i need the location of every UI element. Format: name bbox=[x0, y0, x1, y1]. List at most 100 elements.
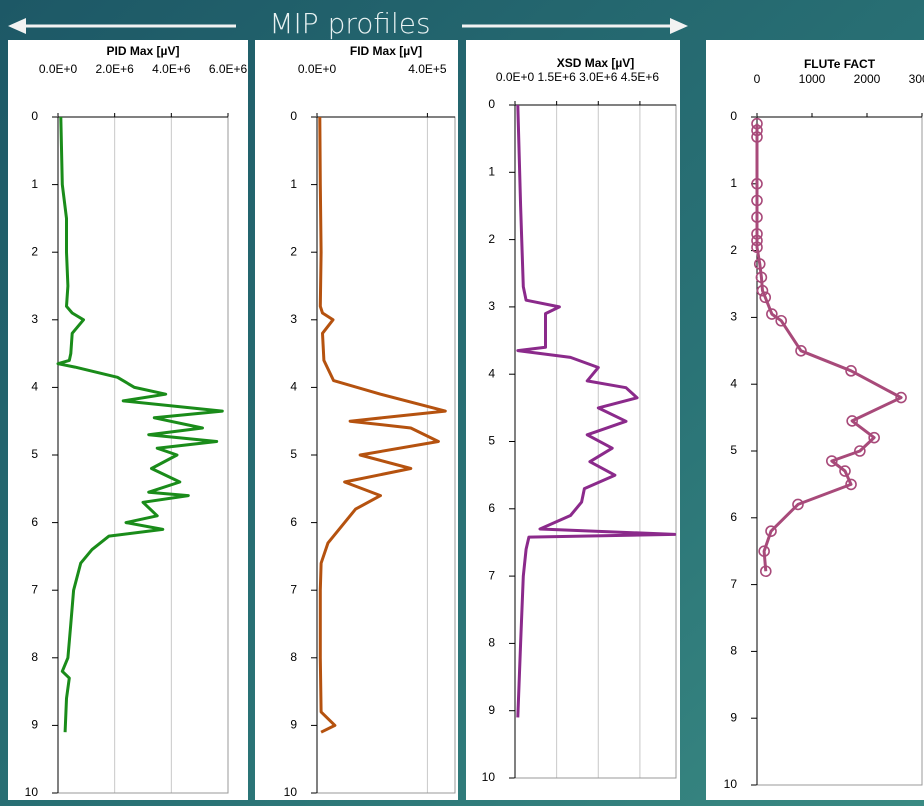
y-tick-label: 0 bbox=[31, 109, 38, 123]
y-tick-label: 2 bbox=[488, 232, 495, 246]
y-tick-label: 0 bbox=[290, 109, 297, 123]
chart-title: FLUTe FACT bbox=[804, 57, 876, 71]
y-tick-label: 7 bbox=[730, 577, 737, 591]
y-tick-label: 9 bbox=[730, 710, 737, 724]
data-point bbox=[751, 234, 763, 247]
data-point bbox=[751, 228, 763, 240]
y-tick-label: 0 bbox=[730, 109, 737, 123]
data-point bbox=[868, 431, 880, 444]
y-tick-label: 8 bbox=[31, 650, 38, 664]
chart-panel: FID Max [µV] 0.0E+0 4.0E+5 0 1 2 3 4 5 6 7 8 9 10 bbox=[255, 40, 458, 800]
data-point bbox=[753, 258, 766, 270]
y-tick-label: 4 bbox=[290, 380, 297, 394]
y-tick-label: 10 bbox=[482, 770, 496, 784]
data-point bbox=[756, 284, 769, 297]
x-tick-label: 4.5E+6 bbox=[621, 70, 660, 84]
data-point bbox=[839, 465, 851, 477]
y-tick-label: 1 bbox=[730, 176, 737, 190]
y-tick-label: 5 bbox=[31, 447, 38, 461]
data-point bbox=[751, 241, 763, 254]
y-tick-label: 8 bbox=[488, 636, 495, 650]
x-tick-label: 1000 bbox=[799, 72, 826, 86]
y-tick-label: 1 bbox=[488, 164, 495, 178]
data-point bbox=[792, 498, 804, 511]
y-tick-label: 4 bbox=[488, 366, 495, 380]
x-tick-label: 4.0E+5 bbox=[408, 62, 447, 76]
y-tick-label: 0 bbox=[488, 97, 495, 111]
data-point bbox=[751, 124, 763, 137]
y-tick-label: 3 bbox=[488, 299, 495, 313]
y-tick-label: 5 bbox=[730, 443, 737, 457]
data-point bbox=[825, 455, 838, 467]
data-point bbox=[751, 211, 763, 223]
data-point bbox=[766, 308, 778, 320]
data-point bbox=[845, 365, 857, 377]
data-point bbox=[854, 445, 866, 457]
y-tick-label: 6 bbox=[31, 515, 38, 529]
data-point bbox=[759, 565, 772, 578]
y-tick-label: 3 bbox=[31, 312, 38, 326]
x-tick-label: 6.0E+6 bbox=[209, 62, 248, 76]
chart-title: FID Max [µV] bbox=[350, 44, 422, 58]
y-tick-label: 6 bbox=[290, 515, 297, 529]
y-tick-label: 6 bbox=[730, 510, 737, 524]
y-tick-label: 9 bbox=[290, 718, 297, 732]
data-point bbox=[751, 178, 763, 190]
y-tick-label: 7 bbox=[290, 582, 297, 596]
x-tick-label: 2000 bbox=[854, 72, 881, 86]
y-tick-label: 2 bbox=[730, 243, 737, 257]
data-line bbox=[56, 116, 224, 733]
y-tick-label: 4 bbox=[730, 376, 737, 390]
data-point bbox=[758, 545, 770, 558]
data-point bbox=[775, 314, 788, 327]
y-tick-label: 4 bbox=[31, 380, 38, 394]
y-tick-label: 6 bbox=[488, 501, 495, 515]
panel-background bbox=[466, 40, 680, 800]
y-tick-label: 3 bbox=[730, 310, 737, 324]
x-tick-label: 3.0E+6 bbox=[579, 70, 618, 84]
x-tick-label: 0.0E+0 bbox=[39, 62, 78, 76]
y-tick-label: 5 bbox=[488, 434, 495, 448]
y-tick-label: 3 bbox=[290, 312, 297, 326]
y-tick-label: 7 bbox=[31, 582, 38, 596]
header-arrows bbox=[8, 18, 688, 34]
panel-background bbox=[8, 40, 248, 800]
data-point bbox=[795, 344, 807, 357]
data-line bbox=[318, 116, 447, 734]
y-tick-label: 9 bbox=[488, 703, 495, 717]
data-point bbox=[751, 117, 763, 130]
header-title: MIP profiles bbox=[269, 7, 430, 40]
data-point bbox=[765, 525, 777, 537]
y-tick-label: 10 bbox=[724, 777, 738, 791]
data-point bbox=[751, 194, 763, 207]
y-tick-label: 7 bbox=[488, 568, 495, 582]
x-tick-label: 0 bbox=[754, 72, 761, 86]
chart-panel: FLUTe FACT 0 1000 2000 3000 0 1 2 3 4 5 6 7 8 9 10 bbox=[706, 40, 924, 800]
data-point bbox=[751, 131, 763, 143]
x-tick-label: 0.0E+0 bbox=[298, 62, 337, 76]
y-tick-label: 1 bbox=[31, 177, 38, 191]
y-tick-label: 2 bbox=[290, 244, 297, 258]
y-tick-label: 1 bbox=[290, 177, 297, 191]
x-tick-label: 0.0E+0 bbox=[496, 70, 535, 84]
x-tick-label: 4.0E+6 bbox=[152, 62, 191, 76]
data-point bbox=[759, 291, 772, 304]
y-tick-label: 10 bbox=[25, 785, 39, 799]
chart-panel: XSD Max [µV] 0.0E+0 1.5E+6 3.0E+6 4.5E+6 0 1 2 3… bbox=[466, 40, 680, 800]
y-tick-label: 10 bbox=[284, 785, 298, 799]
y-tick-label: 9 bbox=[31, 718, 38, 732]
y-tick-label: 2 bbox=[31, 244, 38, 258]
x-tick-label: 3000 bbox=[909, 72, 924, 86]
y-tick-label: 5 bbox=[290, 447, 297, 461]
x-tick-label: 2.0E+6 bbox=[95, 62, 134, 76]
data-point bbox=[845, 478, 857, 491]
chart-panel: PID Max [µV] 0.0E+0 2.0E+6 4.0E+6 6.0E+6 0 1 2 3… bbox=[8, 40, 248, 800]
data-point bbox=[846, 415, 858, 427]
y-tick-label: 8 bbox=[290, 650, 297, 664]
data-point bbox=[755, 271, 768, 284]
y-tick-label: 8 bbox=[730, 644, 737, 658]
chart-title: PID Max [µV] bbox=[107, 44, 180, 58]
data-line bbox=[516, 104, 677, 718]
